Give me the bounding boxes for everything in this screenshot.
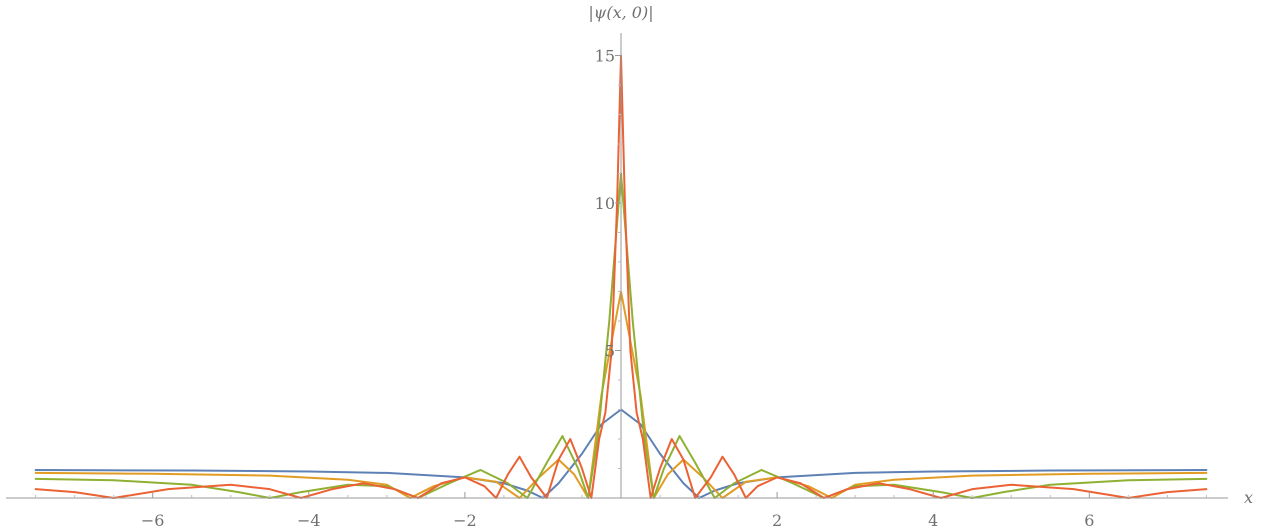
y-tick-label: 5 [605,342,615,361]
x-tick-label: −2 [453,511,477,529]
x-tick-label: 6 [1084,511,1094,529]
x-axis-label: x [1244,488,1253,507]
ticks-layer: −6 −4 −2 2 4 6 5 10 15 [35,47,1207,529]
axes-layer [6,33,1228,499]
x-tick-label: −4 [297,511,321,529]
y-axis-label: |ψ(x, 0)| [588,3,653,22]
x-tick-label: −6 [141,511,165,529]
x-tick-label: 2 [772,511,782,529]
y-tick-label: 10 [595,194,615,213]
x-tick-label: 4 [928,511,938,529]
y-tick-label: 15 [595,47,615,66]
labels-layer: x |ψ(x, 0)| [588,3,1253,507]
